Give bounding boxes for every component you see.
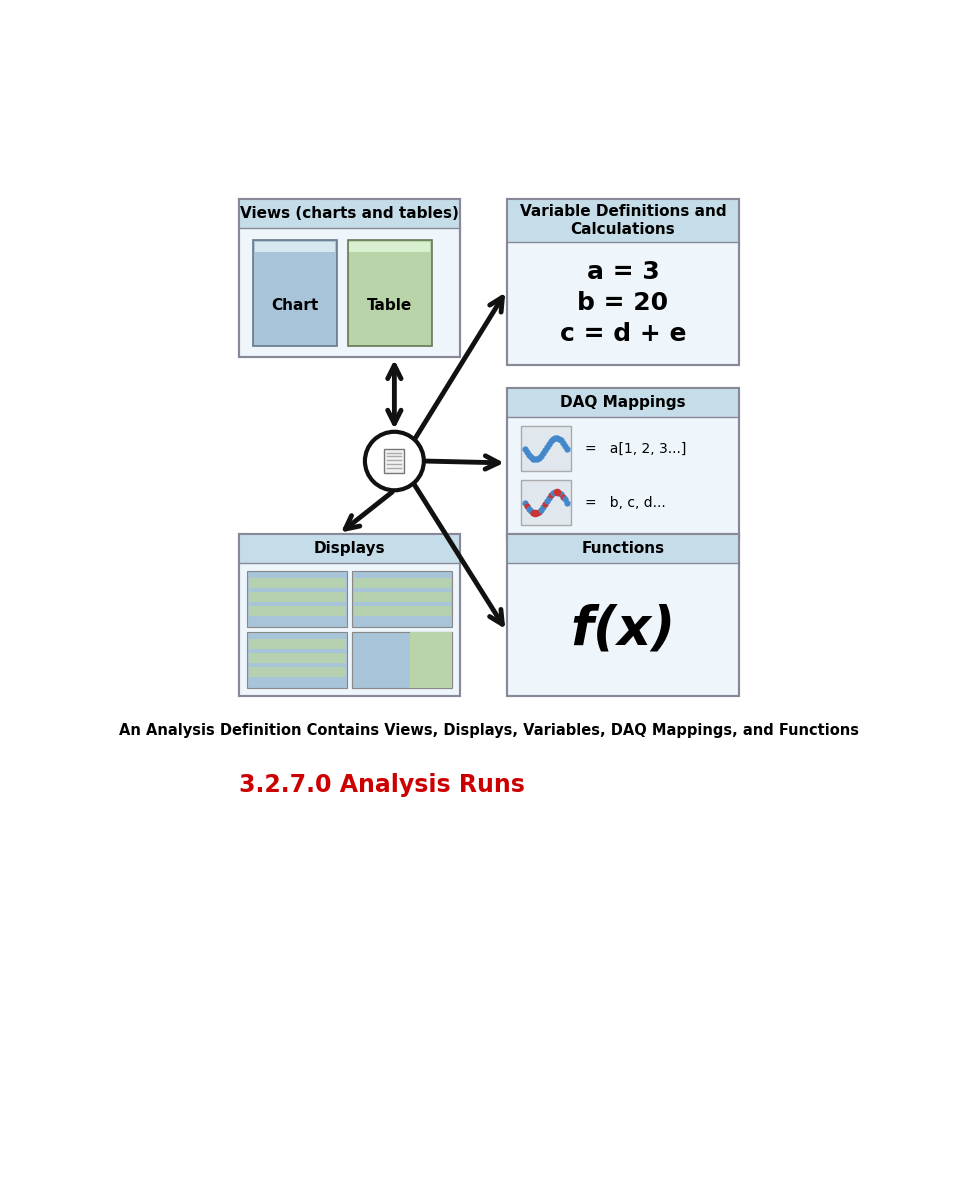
Bar — [239, 534, 459, 696]
Bar — [239, 199, 459, 357]
Text: DAQ Mappings: DAQ Mappings — [559, 395, 685, 410]
Bar — [247, 571, 347, 627]
Bar — [247, 632, 347, 689]
Bar — [249, 653, 346, 663]
Bar — [249, 592, 346, 602]
Circle shape — [365, 432, 423, 490]
Bar — [506, 199, 739, 242]
Bar — [506, 388, 739, 417]
Bar — [520, 480, 571, 525]
Text: b = 20: b = 20 — [577, 291, 668, 315]
Bar — [520, 427, 571, 472]
Text: Views (charts and tables): Views (charts and tables) — [240, 206, 458, 222]
Bar — [506, 388, 739, 538]
Bar — [506, 199, 739, 364]
Bar — [354, 667, 451, 677]
Bar — [253, 241, 336, 345]
Bar — [348, 241, 431, 345]
Bar — [506, 534, 739, 564]
Text: 3.2.7.0 Analysis Runs: 3.2.7.0 Analysis Runs — [239, 773, 525, 797]
Bar — [354, 578, 451, 588]
Bar — [506, 199, 739, 364]
Bar — [354, 592, 451, 602]
Bar — [506, 534, 739, 696]
Text: f(x): f(x) — [570, 604, 675, 656]
Bar — [239, 534, 459, 564]
Bar — [352, 632, 452, 689]
Bar — [254, 242, 335, 252]
Bar — [506, 388, 739, 538]
Bar — [354, 606, 451, 617]
Text: =   b, c, d...: = b, c, d... — [584, 495, 665, 509]
Bar — [352, 632, 452, 689]
Bar — [352, 571, 452, 627]
Text: c = d + e: c = d + e — [559, 322, 685, 345]
Bar — [354, 639, 451, 648]
Bar — [410, 632, 452, 689]
Bar — [349, 242, 430, 252]
Bar — [239, 199, 459, 357]
Text: Displays: Displays — [314, 541, 385, 556]
Bar — [249, 667, 346, 677]
Text: Variable Definitions and
Calculations: Variable Definitions and Calculations — [519, 204, 725, 237]
Bar — [239, 534, 459, 696]
Bar — [249, 606, 346, 617]
Text: Chart: Chart — [272, 298, 318, 312]
Bar — [354, 653, 451, 663]
Text: a = 3: a = 3 — [586, 261, 659, 284]
Bar — [506, 534, 739, 696]
Text: Table: Table — [367, 298, 412, 312]
Bar — [249, 639, 346, 648]
Bar — [384, 449, 404, 473]
Bar — [239, 199, 459, 229]
Text: =   a[1, 2, 3...]: = a[1, 2, 3...] — [584, 442, 685, 456]
Text: Functions: Functions — [580, 541, 664, 556]
Bar — [249, 578, 346, 588]
Text: An Analysis Definition Contains Views, Displays, Variables, DAQ Mappings, and Fu: An Analysis Definition Contains Views, D… — [119, 723, 858, 738]
